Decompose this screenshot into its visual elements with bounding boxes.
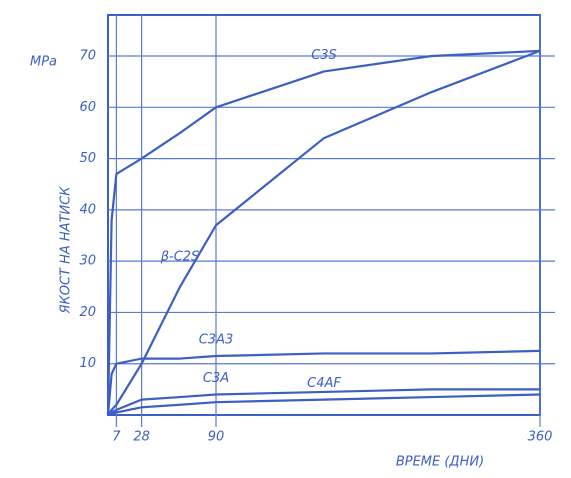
series-line bbox=[106, 349, 541, 416]
x-tick-label: 7 bbox=[112, 430, 121, 445]
series-line bbox=[107, 49, 541, 416]
x-axis-label: ВРЕМЕ (ДНИ) bbox=[396, 455, 484, 470]
y-tick-label: 40 bbox=[79, 202, 96, 217]
series-line bbox=[107, 393, 541, 417]
y-tick-label: 20 bbox=[79, 305, 96, 320]
y-axis-label: ЯКОСТ НА НАТИСК bbox=[59, 186, 74, 315]
series-label: C3A3 bbox=[199, 333, 234, 348]
series-label: C4AF bbox=[307, 376, 341, 391]
x-tick-label: 90 bbox=[208, 430, 225, 445]
series-label: β-C2S bbox=[160, 249, 200, 264]
series-line bbox=[107, 388, 540, 416]
series-line bbox=[106, 49, 541, 416]
y-tick-label: 60 bbox=[79, 100, 96, 115]
y-tick-label: 70 bbox=[79, 49, 96, 64]
series-label: C3A bbox=[203, 371, 229, 386]
unit-label: MPa bbox=[30, 55, 57, 70]
y-tick-label: 10 bbox=[79, 356, 96, 371]
x-tick-label: 28 bbox=[133, 430, 150, 445]
series-label: C3S bbox=[311, 48, 337, 63]
y-tick-label: 50 bbox=[79, 151, 96, 166]
x-tick-label: 360 bbox=[528, 430, 553, 445]
y-tick-label: 30 bbox=[79, 254, 96, 269]
